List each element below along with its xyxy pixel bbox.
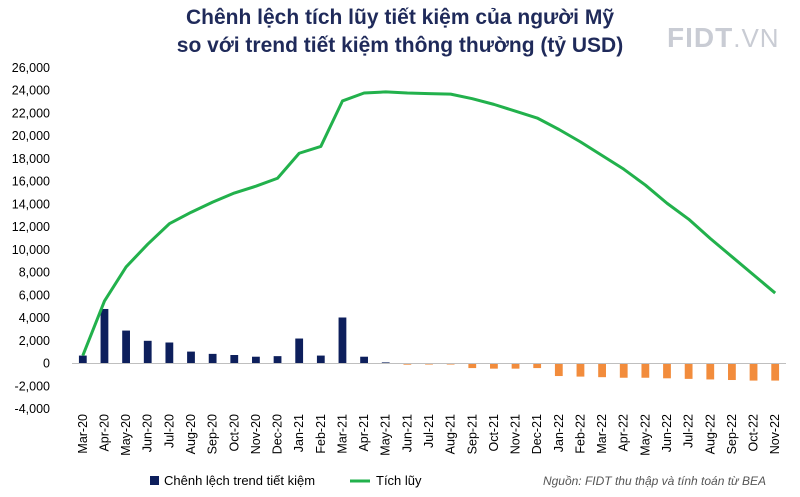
- bar-nov-21: [511, 363, 520, 369]
- x-tick-label: Jan-22: [552, 414, 566, 452]
- bar-may-21: [381, 362, 390, 364]
- bar-aug-22: [706, 363, 715, 380]
- legend-swatch-bar: [150, 476, 159, 485]
- source-note: Nguồn: FIDT thu thập và tính toán từ BEA: [543, 474, 766, 488]
- x-tick-label: Sep-20: [206, 414, 220, 454]
- y-tick-label: 20,000: [12, 129, 50, 143]
- bar-mar-22: [598, 363, 606, 378]
- bar-jul-22: [684, 363, 693, 379]
- bar-feb-22: [576, 363, 585, 377]
- x-tick-label: Jul-22: [682, 414, 696, 448]
- y-tick-label: 2,000: [19, 334, 50, 348]
- x-tick-label: Mar-21: [335, 414, 349, 454]
- y-tick-label: 6,000: [19, 288, 50, 302]
- y-tick-label: 14,000: [12, 197, 50, 211]
- bar-apr-20: [100, 308, 109, 364]
- x-tick-label: Oct-22: [747, 414, 761, 452]
- line-series-tich-luy: [81, 90, 777, 357]
- legend-label-bar: Chênh lệch trend tiết kiệm: [164, 473, 315, 488]
- x-tick-label: Jun-21: [400, 414, 414, 452]
- x-axis: Mar-20 Apr-20 May-20 Jun-20 Jul-20 Aug-20 Sep-…: [76, 414, 782, 456]
- bar-dec-21: [533, 363, 542, 369]
- bar-aug-20: [187, 351, 195, 364]
- y-tick-label: 10,000: [12, 243, 50, 257]
- bar-apr-21: [360, 356, 368, 364]
- y-tick-label: 0: [43, 357, 50, 371]
- bar-sep-21: [468, 363, 477, 369]
- chart-title-line-2: so với trend tiết kiệm thông thường (tỷ …: [176, 34, 624, 57]
- y-tick-label: 16,000: [12, 175, 50, 189]
- x-tick-label: Mar-20: [76, 414, 90, 454]
- y-tick-label: 22,000: [12, 106, 50, 120]
- bar-may-22: [641, 363, 650, 378]
- y-tick-label: 26,000: [12, 61, 50, 75]
- x-tick-label: Apr-21: [357, 414, 371, 452]
- legend: Chênh lệch trend tiết kiệm Tích lũy: [150, 473, 422, 488]
- x-tick-label: Dec-21: [530, 414, 544, 454]
- logo-brand: FIDT: [667, 22, 734, 53]
- bar-oct-21: [490, 363, 498, 369]
- x-tick-label: Feb-21: [314, 414, 328, 454]
- x-tick-label: Feb-22: [573, 414, 587, 454]
- bar-jun-22: [663, 363, 671, 379]
- x-tick-label: Oct-21: [487, 414, 501, 452]
- x-tick-label: Jan-21: [292, 414, 306, 452]
- fidt-logo: FIDT.VN: [667, 22, 780, 54]
- x-tick-label: Jul-20: [162, 414, 176, 448]
- bar-mar-20: [78, 355, 87, 364]
- logo-tld: .VN: [733, 23, 780, 53]
- bar-may-20: [122, 330, 130, 364]
- x-tick-label: Aug-20: [184, 414, 198, 454]
- x-tick-label: Jun-22: [660, 414, 674, 452]
- bar-jun-20: [143, 340, 152, 364]
- bar-mar-21: [338, 317, 347, 364]
- x-tick-label: Apr-22: [617, 414, 631, 452]
- x-tick-label: Jun-20: [141, 414, 155, 452]
- x-tick-label: May-22: [638, 414, 652, 456]
- y-tick-label: 24,000: [12, 84, 50, 98]
- x-tick-label: Nov-20: [249, 414, 263, 454]
- bar-nov-20: [252, 356, 260, 364]
- x-tick-label: Nov-22: [768, 414, 782, 454]
- bar-jan-21: [295, 338, 304, 364]
- x-tick-label: Apr-20: [97, 414, 111, 452]
- y-tick-label: -4,000: [15, 402, 50, 416]
- bar-oct-20: [230, 355, 239, 364]
- x-tick-label: Mar-22: [595, 414, 609, 454]
- chart-title: Chênh lệch tích lũy tiết kiệm của người …: [0, 4, 800, 60]
- y-axis: -4,000 -2,000 0 2,000 4,000 6,000 8,000 10,000 1…: [12, 61, 50, 416]
- bar-dec-20: [273, 356, 282, 364]
- x-tick-label: May-20: [119, 414, 133, 456]
- x-tick-label: Aug-22: [703, 414, 717, 454]
- bar-sep-20: [208, 353, 217, 364]
- y-tick-label: 4,000: [19, 311, 50, 325]
- y-tick-label: -2,000: [15, 379, 50, 393]
- bar-nov-22: [771, 363, 780, 381]
- y-tick-label: 12,000: [12, 220, 50, 234]
- x-tick-label: May-21: [379, 414, 393, 456]
- legend-label-line: Tích lũy: [376, 473, 422, 488]
- y-tick-label: 8,000: [19, 266, 50, 280]
- x-tick-label: Dec-20: [271, 414, 285, 454]
- bar-series: [78, 308, 780, 381]
- x-tick-label: Sep-21: [465, 414, 479, 454]
- bar-feb-21: [316, 355, 325, 364]
- chart-title-line-1: Chênh lệch tích lũy tiết kiệm của người …: [185, 6, 615, 29]
- bar-oct-22: [749, 363, 758, 381]
- bar-jan-22: [554, 363, 563, 377]
- x-tick-label: Nov-21: [509, 414, 523, 454]
- y-tick-label: 18,000: [12, 152, 50, 166]
- x-tick-label: Sep-22: [725, 414, 739, 454]
- bar-apr-22: [619, 363, 628, 378]
- bar-sep-22: [728, 363, 736, 381]
- x-tick-label: Aug-21: [444, 414, 458, 454]
- bar-jul-20: [165, 342, 174, 364]
- x-tick-label: Jul-21: [422, 414, 436, 448]
- x-tick-label: Oct-20: [227, 414, 241, 452]
- bar-jun-21: [403, 363, 412, 365]
